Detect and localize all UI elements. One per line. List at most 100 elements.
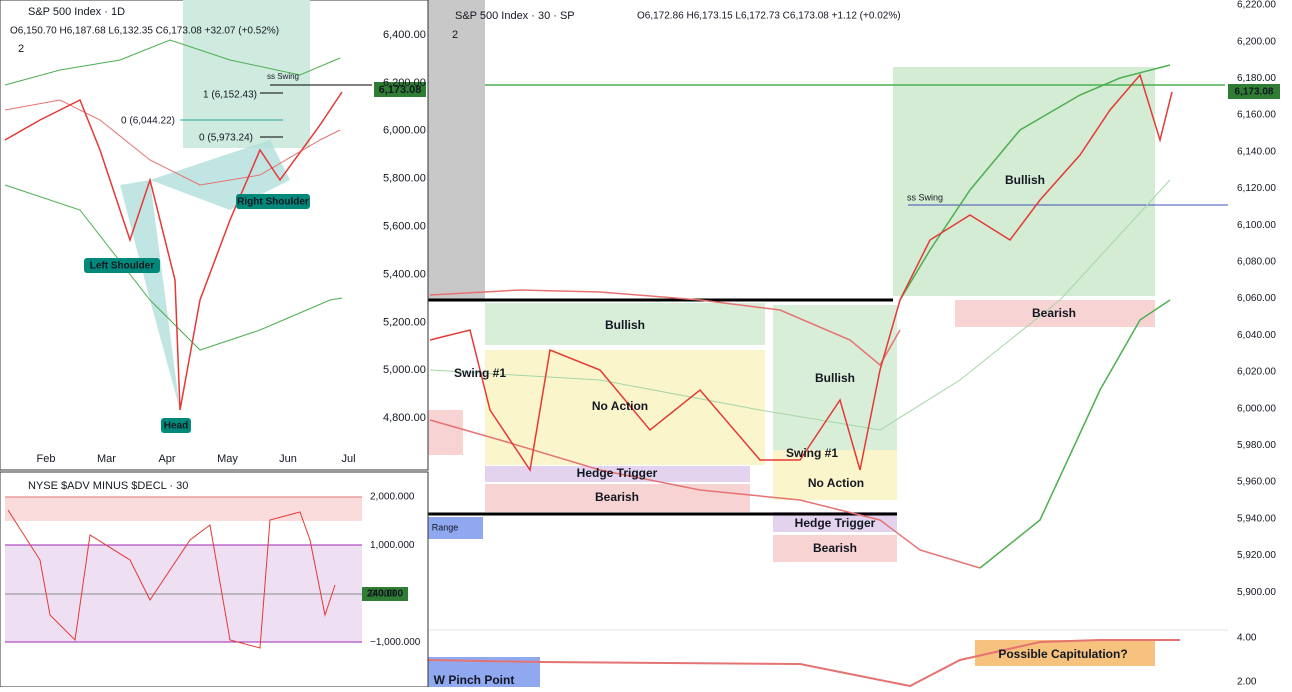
- annotation: 1 (6,152.43): [203, 90, 257, 101]
- band-upper: [4, 39, 341, 86]
- panel-title: NYSE $ADV MINUS $DECL · 30: [28, 480, 188, 492]
- price-tag: 6,173.08: [1235, 87, 1274, 98]
- neutral-zone: [485, 350, 765, 465]
- band-upper: [429, 289, 901, 367]
- y-tick-label: 6,200.00: [383, 77, 426, 89]
- annotation: Bearish: [1032, 306, 1076, 320]
- bear-zone: [485, 484, 750, 512]
- y-tick-label: 6,080.00: [1237, 257, 1276, 268]
- annotation: 0 (6,044.22): [121, 116, 175, 127]
- ohlc: O6,150.70 H6,187.68 L6,132.35 C6,173.08 …: [10, 26, 279, 37]
- y-tick-label: 6,020.00: [1237, 367, 1276, 378]
- x-tick-label: Mar: [97, 453, 116, 465]
- annotation: Bearish: [813, 541, 857, 555]
- y-tick-label: 5,900.00: [1237, 587, 1276, 598]
- overbought-zone: [5, 497, 362, 521]
- y-tick-label: 6,400.00: [383, 29, 426, 41]
- badge: 2: [452, 29, 458, 41]
- y-tick-label: 6,160.00: [1237, 110, 1276, 121]
- y-tick-label: −1,000.000: [370, 637, 421, 648]
- price-tag-bg: [1228, 84, 1280, 99]
- annotation: Bullish: [605, 318, 645, 332]
- price: [4, 91, 343, 411]
- y-tick-label: 5,960.00: [1237, 477, 1276, 488]
- y-tick-label: 5,000.00: [383, 364, 426, 376]
- x-tick-label: Jun: [279, 453, 297, 465]
- pattern-label: Right Shoulder: [237, 197, 309, 208]
- y-tick-label: 6,220.00: [1237, 0, 1276, 11]
- y-tick-label: 5,980.00: [1237, 440, 1276, 451]
- y-tick-label: 6,200.00: [1237, 36, 1276, 47]
- breadth: [7, 509, 336, 649]
- annotation: Bullish: [1005, 173, 1045, 187]
- panel-title: S&P 500 Index · 1D: [28, 6, 125, 18]
- y-tick-label: 1,000.000: [370, 540, 415, 551]
- y-tick-label: 5,920.00: [1237, 550, 1276, 561]
- y-tick-label: 6,040.00: [1237, 330, 1276, 341]
- y-tick-label: 5,600.00: [383, 221, 426, 233]
- price-tag-bg: [362, 587, 408, 601]
- annotation: Hedge Trigger: [795, 516, 876, 530]
- x-tick-label: Apr: [158, 453, 175, 465]
- annotation: ss Swing: [907, 192, 943, 202]
- price-tag-bg: [374, 82, 426, 97]
- y-tick-label: 5,940.00: [1237, 513, 1276, 524]
- bull-zone: [485, 303, 765, 345]
- y-tick-label: 6,060.00: [1237, 293, 1276, 304]
- band-lower: [979, 299, 1171, 569]
- price: [429, 73, 1173, 472]
- range-box: [428, 517, 483, 539]
- pattern-label: Head: [164, 421, 188, 432]
- annotation: 0 (5,973.24): [199, 133, 253, 144]
- band-mid: [429, 179, 1171, 431]
- pattern-fill: [150, 140, 290, 210]
- bull-zone: [893, 67, 1155, 296]
- pattern-label: Left Shoulder: [90, 261, 155, 272]
- annotation: Swing #1: [786, 446, 838, 460]
- annotation: No Action: [808, 476, 864, 490]
- y-tick-label: 5,400.00: [383, 268, 426, 280]
- badge: 2: [18, 43, 24, 55]
- target-zone: [183, 0, 310, 148]
- band-lower: [429, 419, 981, 569]
- y-tick-label: 2.00: [1237, 677, 1257, 687]
- panel-title: S&P 500 Index · 30 · SP: [455, 10, 575, 22]
- bear-zone: [428, 410, 463, 455]
- band-upper: [899, 64, 1171, 301]
- band-lower: [4, 184, 343, 351]
- ohlc: O6,172.86 H6,173.15 L6,172.73 C6,173.08 …: [637, 11, 901, 22]
- bear-zone: [773, 535, 897, 562]
- annotation: Bullish: [815, 371, 855, 385]
- annotation: Swing #1: [454, 366, 506, 380]
- indicator-label: Possible Capitulation?: [998, 647, 1127, 661]
- annotation: Hedge Trigger: [577, 466, 658, 480]
- indicator-label: W Pinch Point: [434, 673, 515, 687]
- y-tick-label: 5,200.00: [383, 316, 426, 328]
- y-tick-label: 0.000: [370, 589, 395, 600]
- bull-zone: [773, 305, 897, 450]
- y-tick-label: 4,800.00: [383, 412, 426, 424]
- x-tick-label: Feb: [37, 453, 56, 465]
- y-tick-label: 6,180.00: [1237, 73, 1276, 84]
- y-tick-label: 6,000.00: [1237, 403, 1276, 414]
- band: [4, 99, 341, 186]
- y-tick-label: 4.00: [1237, 633, 1257, 644]
- annotation: ss Swing: [267, 72, 299, 81]
- y-tick-label: 2,000.000: [370, 492, 415, 503]
- annotation: No Action: [592, 399, 648, 413]
- y-tick-label: 6,120.00: [1237, 183, 1276, 194]
- label-bg: [236, 194, 310, 209]
- y-tick-label: 6,000.00: [383, 125, 426, 137]
- y-tick-label: 6,140.00: [1237, 146, 1276, 157]
- range-shade: [428, 0, 485, 300]
- annotation: Bearish: [595, 490, 639, 504]
- annotation: Range: [432, 522, 459, 532]
- indicator-line: [427, 639, 1180, 688]
- pattern-fill: [120, 180, 180, 410]
- price-tag: 6,173.08: [379, 84, 422, 96]
- y-tick-label: 6,100.00: [1237, 220, 1276, 231]
- price-tag: 240.000: [367, 589, 404, 600]
- y-tick-label: 5,800.00: [383, 173, 426, 185]
- label-bg: [161, 418, 191, 433]
